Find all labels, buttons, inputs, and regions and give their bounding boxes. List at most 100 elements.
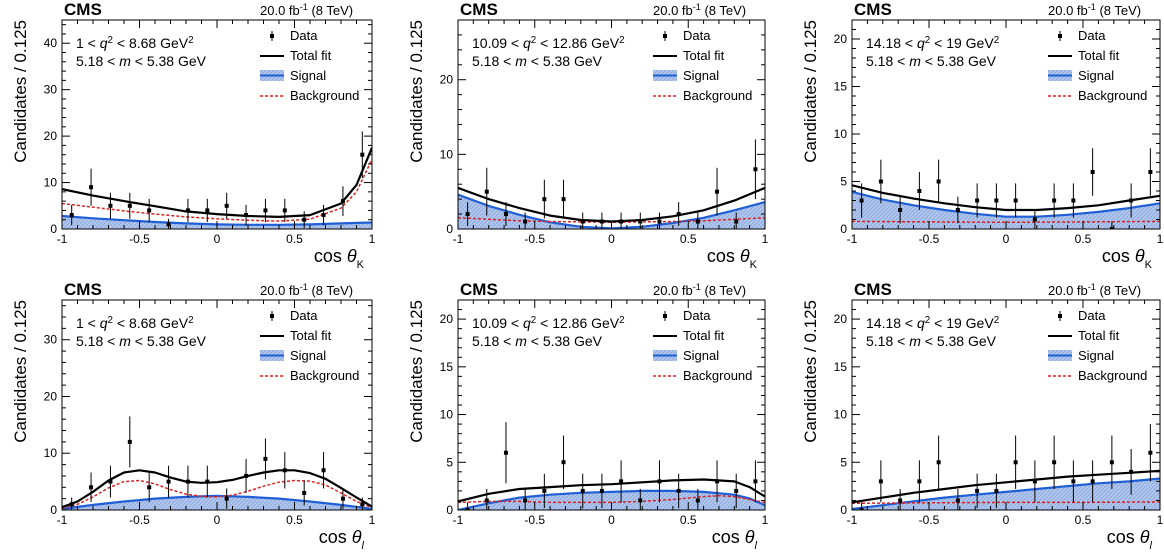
x-axis-label: cos θK: [314, 246, 365, 271]
data-point: [69, 497, 74, 510]
x-axis-label: cos θK: [1102, 246, 1153, 271]
data-point: [994, 473, 999, 509]
plot-area: [62, 416, 372, 510]
data-marker: [1090, 170, 1095, 174]
data-point: [975, 183, 980, 218]
data-marker: [715, 479, 720, 484]
data-point: [878, 159, 883, 204]
data-marker: [898, 208, 903, 212]
plot-area: [458, 139, 765, 229]
data-point: [523, 489, 528, 510]
cms-label: CMS: [64, 0, 102, 19]
y-tick-label: 0: [840, 222, 847, 236]
mass-window-label: 5.18 < m < 5.38 GeV: [76, 53, 207, 69]
plot-area: [852, 148, 1160, 229]
x-tick-label: 0.5: [286, 232, 303, 246]
x-tick-label: 0.5: [1075, 232, 1092, 246]
data-point: [89, 168, 94, 206]
data-marker: [282, 208, 287, 213]
data-marker: [503, 212, 508, 217]
total-fit-curve: [62, 469, 372, 509]
x-tick-label: 1: [1157, 513, 1164, 527]
legend-signal-label: Signal: [683, 68, 719, 83]
legend-total-label: Total fit: [1078, 48, 1120, 63]
data-marker: [302, 217, 307, 222]
data-point: [859, 502, 864, 510]
x-axis-label: cos θl: [712, 527, 758, 552]
data-marker: [676, 488, 681, 493]
data-point: [955, 196, 960, 224]
data-marker: [936, 179, 941, 184]
data-point: [224, 192, 229, 219]
data-point: [1032, 210, 1037, 229]
data-point: [127, 192, 132, 219]
data-point: [1090, 460, 1095, 503]
data-point: [599, 473, 604, 509]
data-marker: [599, 488, 604, 493]
x-tick-label: -1: [453, 513, 464, 527]
legend-background-label: Background: [683, 368, 752, 383]
data-marker: [484, 498, 489, 503]
data-marker: [542, 197, 547, 202]
x-tick-label: 1: [762, 513, 769, 527]
data-point: [994, 183, 999, 218]
data-marker: [975, 488, 980, 493]
y-tick-label: 20: [44, 129, 58, 143]
background-curve: [62, 479, 372, 510]
data-marker: [638, 219, 643, 224]
data-marker: [955, 498, 960, 503]
data-marker: [955, 208, 960, 212]
data-marker: [1013, 198, 1018, 203]
data-marker: [1129, 198, 1134, 203]
x-tick-label: -1: [847, 513, 858, 527]
data-marker: [89, 485, 94, 490]
data-point: [1013, 435, 1018, 489]
data-marker: [734, 488, 739, 493]
data-marker: [465, 508, 470, 510]
mass-window-label: 5.18 < m < 5.38 GeV: [472, 333, 603, 349]
legend-background-label: Background: [290, 88, 359, 103]
data-point: [580, 473, 585, 509]
legend-signal-label: Signal: [1078, 68, 1114, 83]
data-point: [321, 204, 326, 226]
legend-data-marker: [1058, 314, 1062, 318]
y-tick-label: 40: [44, 36, 58, 50]
mass-window-label: 5.18 < m < 5.38 GeV: [472, 53, 603, 69]
legend-data-label: Data: [1078, 308, 1106, 323]
y-tick-label: 10: [834, 408, 848, 422]
x-tick-label: -0.5: [129, 232, 150, 246]
data-point: [619, 460, 624, 503]
data-marker: [89, 185, 94, 190]
data-marker: [340, 496, 345, 501]
data-point: [263, 198, 268, 223]
data-point: [484, 489, 489, 510]
data-point: [1129, 183, 1134, 218]
y-tick-label: 30: [44, 333, 58, 347]
data-marker: [484, 189, 489, 194]
data-marker: [1148, 450, 1153, 455]
legend-background-label: Background: [290, 368, 359, 383]
x-tick-label: 1: [1157, 232, 1164, 246]
data-marker: [127, 439, 132, 444]
y-tick-label: 5: [446, 455, 453, 469]
y-tick-label: 10: [834, 127, 848, 141]
legend-data-label: Data: [683, 308, 711, 323]
data-marker: [360, 502, 365, 507]
data-marker: [994, 488, 999, 493]
data-marker: [657, 479, 662, 484]
data-marker: [1052, 198, 1057, 203]
data-marker: [878, 179, 883, 184]
data-point: [753, 139, 758, 200]
data-marker: [1032, 479, 1037, 484]
data-marker: [753, 167, 758, 172]
data-marker: [523, 498, 528, 503]
lumi-label: 20.0 fb-1 (8 TeV): [1048, 282, 1141, 298]
signal-curve: [852, 190, 1160, 218]
q2-bin-label: 10.09 < q2 < 12.86 GeV2: [472, 35, 625, 52]
y-axis-label: Candidates / 0.125: [11, 20, 30, 163]
data-point: [1052, 435, 1057, 489]
data-marker: [1148, 170, 1153, 174]
x-tick-label: 0.5: [680, 513, 697, 527]
legend: Data Total fit Signal Background: [653, 308, 752, 383]
data-point: [166, 218, 171, 229]
